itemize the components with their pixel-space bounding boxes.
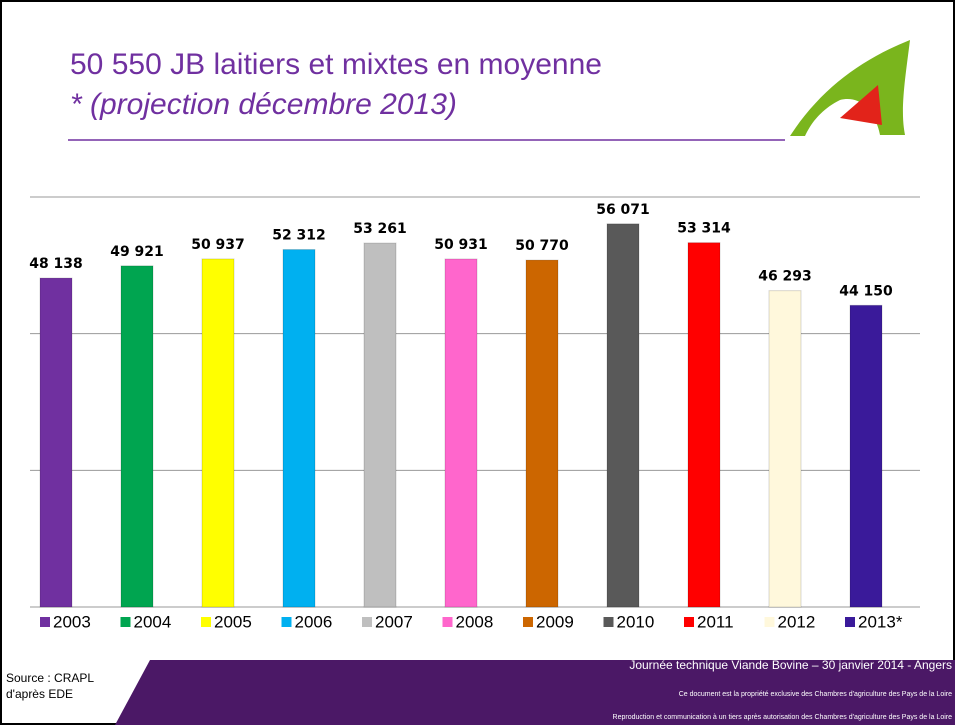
logo [790, 40, 910, 136]
bar [363, 242, 397, 608]
value-label: 50 770 [515, 238, 569, 254]
legend-label: 2011 [697, 612, 734, 631]
value-label: 52 312 [272, 228, 326, 244]
legend-label: 2005 [214, 612, 252, 631]
value-label: 44 150 [839, 283, 893, 299]
bar [687, 242, 721, 608]
bar [201, 258, 235, 608]
bar [444, 258, 478, 608]
value-label: 49 921 [110, 244, 164, 260]
legend-label: 2003 [53, 612, 91, 631]
legend-swatch [442, 617, 453, 627]
logo-triangle [840, 85, 882, 125]
value-label: 53 314 [677, 221, 731, 237]
subtitle: * (projection décembre 2013) [70, 88, 457, 121]
legend-swatch [603, 617, 614, 627]
legend-swatch [362, 617, 372, 627]
footer-band [115, 660, 955, 725]
bar [525, 259, 559, 608]
legend-swatch [845, 617, 855, 627]
source: Source : CRAPL [6, 671, 94, 685]
legend-label: 2007 [375, 612, 413, 631]
bar [606, 223, 640, 608]
legend-label: 2004 [134, 612, 172, 631]
bar [39, 277, 73, 608]
value-label: 50 931 [434, 237, 488, 253]
legend-swatch [201, 617, 211, 627]
bar [120, 265, 154, 608]
legend-swatch [40, 617, 50, 627]
value-label: 46 293 [758, 269, 812, 285]
value-label: 53 261 [353, 221, 407, 237]
legend-label: 2013* [858, 612, 903, 631]
legend-swatch [684, 617, 694, 627]
footer-event: Journée technique Viande Bovine – 30 jan… [629, 658, 952, 672]
legend-label: 2012 [778, 612, 816, 631]
value-label: 56 071 [596, 202, 650, 218]
source: d'après EDE [6, 687, 73, 701]
legend-swatch [120, 617, 131, 627]
legend-label: 2006 [295, 612, 333, 631]
bar [282, 249, 316, 608]
legend-label: 2009 [536, 612, 574, 631]
legend-label: 2008 [456, 612, 494, 631]
value-label: 50 937 [191, 237, 245, 253]
footer-notice: Ce document est la propriété exclusive d… [679, 691, 952, 698]
value-label: 48 138 [29, 256, 83, 272]
bar [849, 304, 883, 608]
legend-swatch [764, 617, 775, 627]
legend-swatch [523, 617, 533, 627]
title: 50 550 JB laitiers et mixtes en moyenne [70, 48, 602, 81]
bar [768, 290, 802, 608]
legend-swatch [281, 617, 292, 627]
legend-label: 2010 [617, 612, 655, 631]
footer-notice: Reproduction et communication à un tiers… [613, 714, 953, 721]
